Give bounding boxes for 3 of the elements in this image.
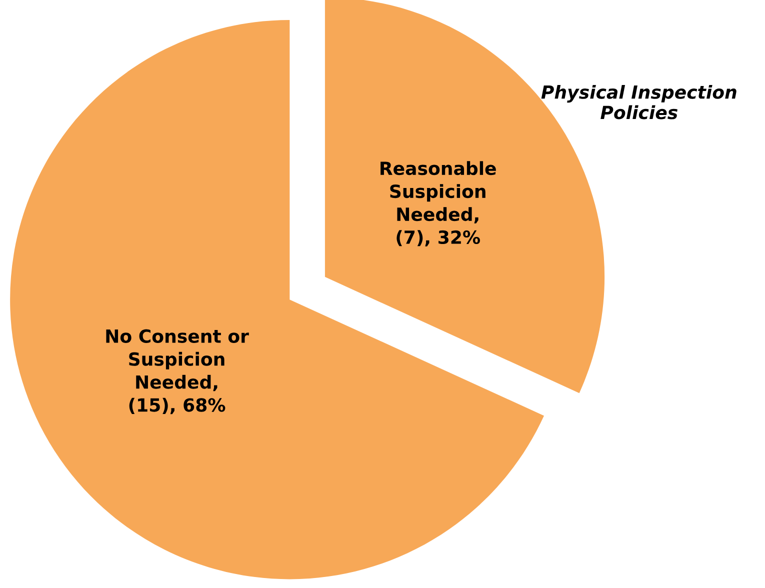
slice-label: Reasonable Suspicion Needed, (7), 32% (380, 161, 496, 246)
text: Physical Inspection Policies (541, 84, 736, 120)
slice-label: No Consent or Suspicion Needed, (15), 68% (106, 329, 249, 414)
